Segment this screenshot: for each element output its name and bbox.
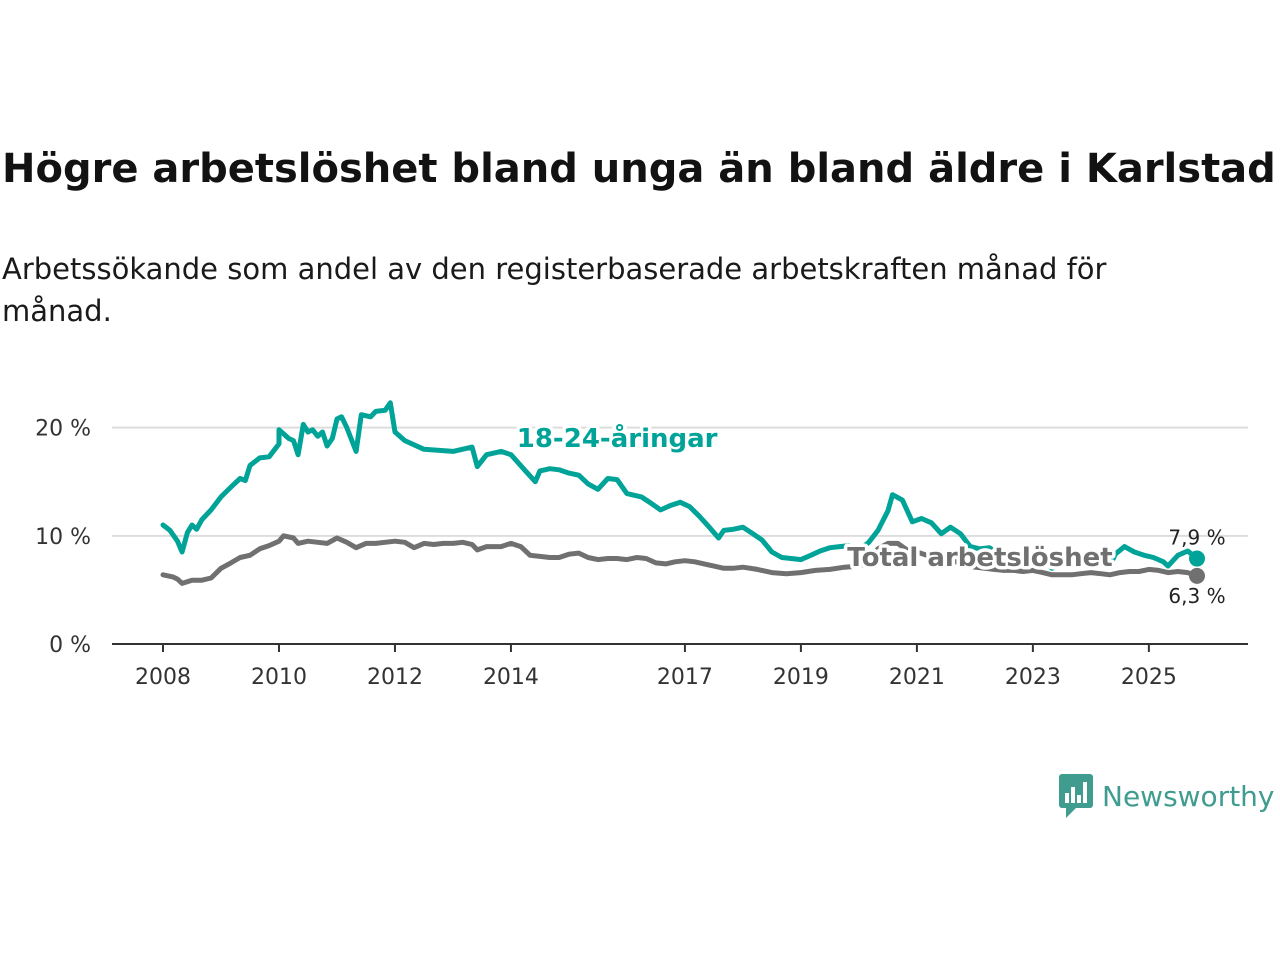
series-line-total (160, 533, 1200, 586)
y-tick-label: 0 % (49, 633, 91, 658)
end-label-youth: 7,9 % (1168, 526, 1225, 550)
newsworthy-logo-icon (1059, 774, 1093, 818)
x-tick-label: 2012 (367, 665, 423, 690)
series-label-total-halo: Total arbetslöshet (847, 543, 1112, 573)
newsworthy-logo: Newsworthy (1058, 772, 1275, 820)
x-tick-label: 2010 (251, 665, 307, 690)
chart-subtitle: Arbetssökande som andel av den registerb… (2, 252, 1107, 328)
series-label-youth: 18-24-åringar (517, 422, 718, 454)
x-tick-label: 2025 (1121, 665, 1177, 690)
x-tick-label: 2008 (135, 665, 191, 690)
series-label-total: Total arbetslöshet (847, 543, 1112, 573)
newsworthy-logo-text: Newsworthy (1102, 779, 1275, 813)
series-line-youth (160, 400, 1200, 571)
x-tick-label: 2023 (1005, 665, 1061, 690)
y-tick-label: 20 % (35, 417, 91, 442)
series-label-youth-halo: 18-24-åringar (517, 422, 718, 454)
end-point-youth (1189, 550, 1205, 567)
x-tick-label: 2021 (889, 665, 945, 690)
axes: 0 % 10 % 20 % 2008 2010 2012 2014 2017 2019 2021 2… (35, 417, 1248, 690)
end-label-total: 6,3 % (1168, 584, 1225, 608)
series-lines (160, 400, 1205, 586)
chart-title: Högre arbetslöshet bland unga än bland ä… (2, 146, 1276, 192)
end-point-total (1189, 567, 1205, 584)
x-tick-label: 2014 (483, 665, 539, 690)
x-tick-label: 2019 (773, 665, 829, 690)
y-tick-label: 10 % (35, 525, 91, 550)
x-tick-label: 2017 (657, 665, 713, 690)
